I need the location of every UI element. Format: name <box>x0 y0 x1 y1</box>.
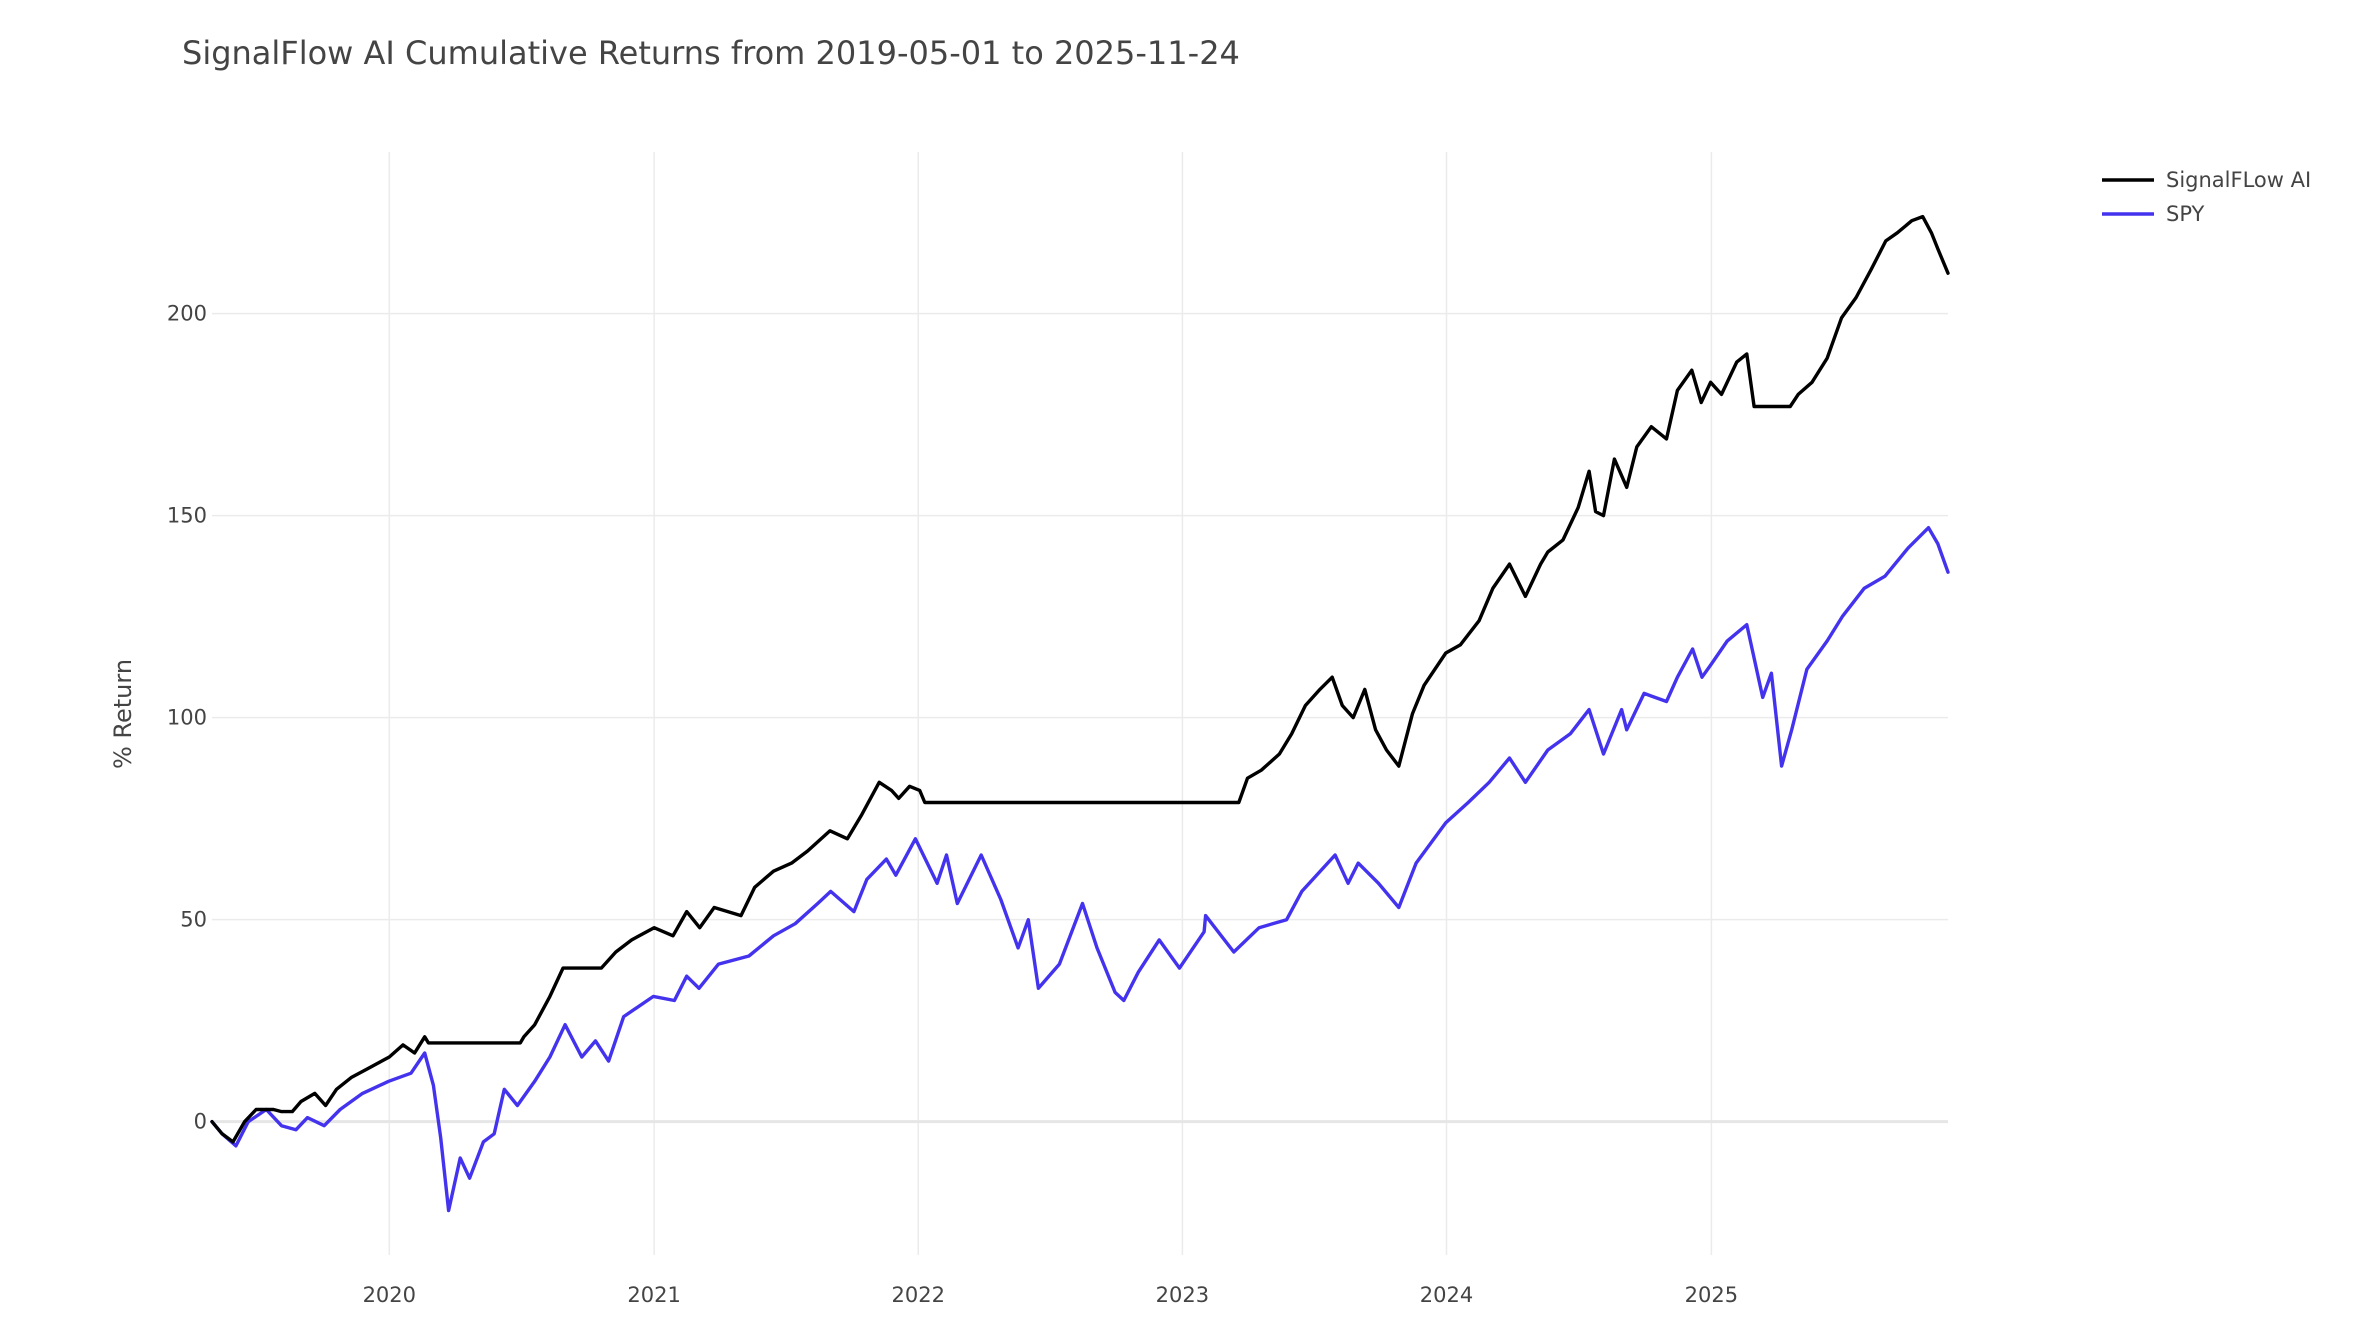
axis-ticks: 2020 2021 2022 2023 2024 2025 0 50 100 150 200 <box>167 302 1738 1307</box>
x-tick-label-2024: 2024 <box>1420 1283 1473 1307</box>
y-axis-title: % Return <box>109 659 137 769</box>
y-tick-label-100: 100 <box>167 706 207 730</box>
x-tick-label-2022: 2022 <box>892 1283 945 1307</box>
legend-label-spy: SPY <box>2166 202 2205 226</box>
chart-title: SignalFlow AI Cumulative Returns from 20… <box>182 34 1240 72</box>
series-line-signalflow-ai <box>210 214 1950 1144</box>
x-tick-label-2021: 2021 <box>627 1283 680 1307</box>
grid <box>212 152 1948 1255</box>
y-tick-label-50: 50 <box>180 908 207 932</box>
y-tick-label-200: 200 <box>167 302 207 326</box>
x-tick-label-2025: 2025 <box>1685 1283 1738 1307</box>
y-tick-label-150: 150 <box>167 504 207 528</box>
x-tick-label-2020: 2020 <box>363 1283 416 1307</box>
series-lines <box>210 214 1950 1213</box>
series-line-spy <box>210 526 1950 1213</box>
legend-label-signalflow-ai: SignalFLow AI <box>2166 168 2311 192</box>
y-tick-label-0: 0 <box>194 1110 207 1134</box>
legend: SignalFLow AI SPY <box>2102 168 2311 226</box>
x-tick-label-2023: 2023 <box>1156 1283 1209 1307</box>
